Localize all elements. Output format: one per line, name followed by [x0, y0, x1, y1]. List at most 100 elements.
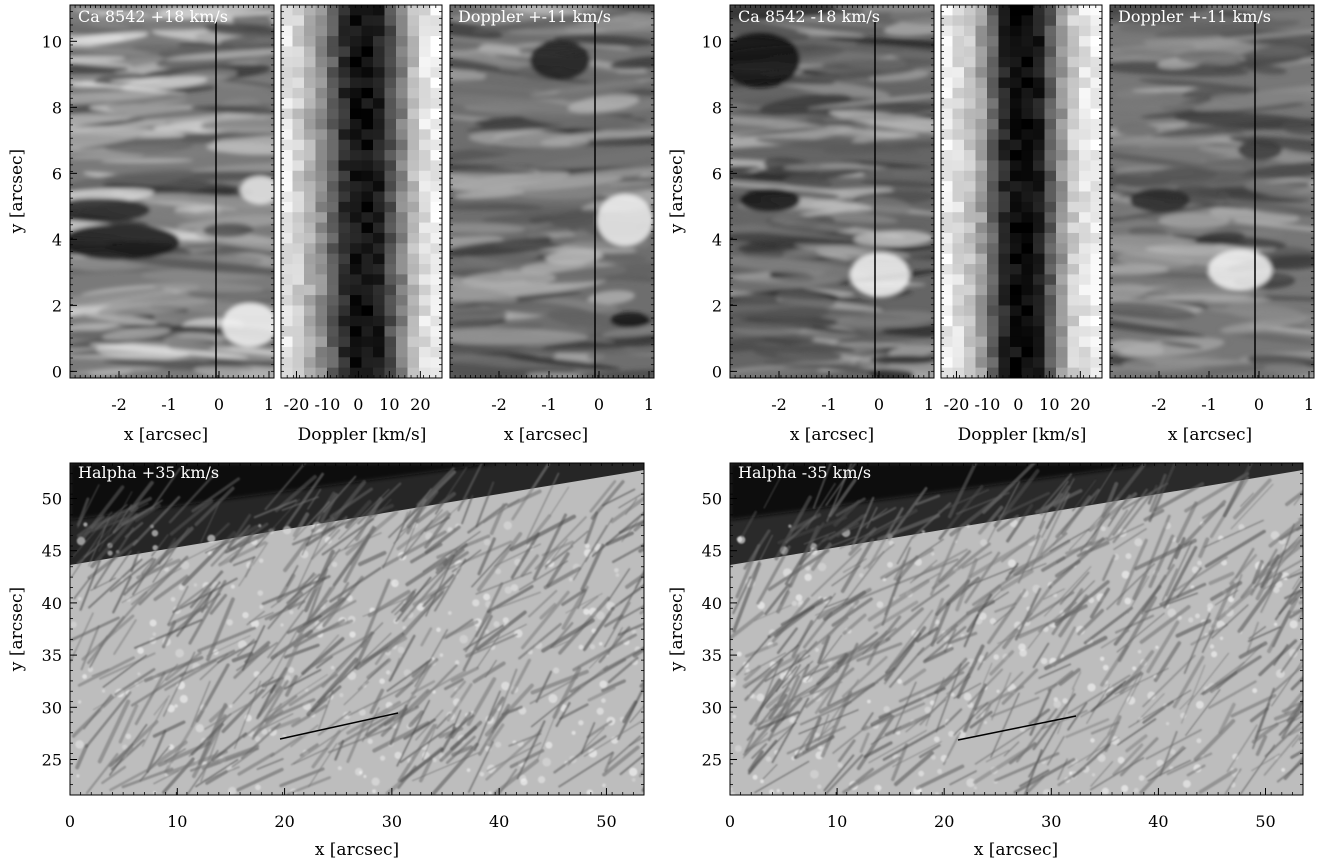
texture-streak	[188, 355, 274, 367]
spectral-cell	[975, 98, 988, 110]
fibril	[195, 663, 230, 723]
fibril	[985, 749, 1010, 763]
spectral-cell	[964, 295, 977, 307]
granule	[75, 740, 84, 749]
texture-streak	[1223, 200, 1314, 217]
fibril	[263, 629, 299, 692]
granule	[170, 596, 176, 602]
texture-streak	[1210, 9, 1256, 18]
spectral-cell	[941, 56, 954, 68]
granule	[385, 670, 391, 675]
fibril	[70, 616, 120, 642]
texture-streak	[88, 368, 133, 377]
spectral-cell	[373, 25, 386, 37]
texture-blob	[530, 40, 590, 80]
spectral-cell	[315, 284, 328, 296]
fibril	[1057, 767, 1087, 787]
fibril	[950, 584, 1002, 631]
spectral-cell	[941, 46, 954, 58]
granule	[1091, 773, 1096, 777]
spectral-cell	[304, 108, 317, 120]
granule	[730, 787, 733, 791]
spectral-cell	[281, 284, 294, 296]
texture-streak	[870, 355, 934, 365]
fibril	[990, 696, 1040, 718]
fibril	[443, 543, 468, 566]
spectral-cell	[1010, 367, 1023, 378]
fibril	[401, 590, 444, 636]
texture-streak	[1240, 160, 1314, 179]
spectral-cell	[327, 305, 340, 317]
fibril	[1208, 680, 1257, 709]
spectral-cell	[1079, 36, 1092, 48]
spectral-cell	[1067, 56, 1080, 68]
fibril	[1179, 695, 1194, 710]
granule	[472, 599, 480, 607]
texture-streak	[1240, 36, 1314, 60]
spectral-cell	[1033, 222, 1046, 234]
spectral-cell	[419, 108, 432, 120]
spectral-cell	[1044, 77, 1057, 89]
spectral-cell	[430, 77, 442, 89]
fibril	[969, 710, 993, 729]
fibril	[1163, 545, 1198, 609]
spectral-cell	[952, 201, 965, 213]
spectral-cell	[964, 160, 977, 172]
spectral-cell	[327, 67, 340, 79]
texture-streak	[757, 308, 830, 320]
texture-streak	[101, 327, 171, 341]
spectral-cell	[304, 87, 317, 99]
texture-streak	[733, 10, 866, 20]
fibril	[1136, 693, 1165, 722]
fibril	[1288, 725, 1303, 736]
fibril	[367, 589, 411, 618]
spectral-cell	[338, 253, 351, 265]
spectral-cell	[292, 336, 305, 348]
texture-streak	[1203, 298, 1271, 304]
spectral-cell	[338, 36, 351, 48]
texture-streak	[70, 169, 196, 193]
spectral-cell	[315, 357, 328, 369]
fibril	[475, 610, 527, 651]
spectral-cell	[292, 160, 305, 172]
spectral-cell	[419, 150, 432, 162]
spectral-cell	[998, 170, 1011, 182]
fibril	[601, 488, 636, 507]
y-tick-label: 35	[702, 646, 722, 665]
fibril	[539, 603, 557, 620]
fibril	[465, 633, 518, 658]
spectral-cell	[338, 295, 351, 307]
spectral-cell	[384, 284, 397, 296]
spectral-cell	[327, 315, 340, 327]
spectral-cell	[338, 77, 351, 89]
fibril	[742, 732, 768, 759]
texture-streak	[589, 5, 654, 16]
spectral-cell	[1056, 295, 1069, 307]
spectral-cell	[964, 46, 977, 58]
fibril	[798, 709, 859, 735]
spectral-cell	[396, 108, 409, 120]
spectral-cell	[281, 118, 294, 130]
spectral-cell	[1010, 56, 1023, 68]
spectral-cell	[304, 295, 317, 307]
spectral-cell	[1079, 295, 1092, 307]
spectral-cell	[315, 25, 328, 37]
fibril	[1285, 489, 1303, 507]
fibril	[617, 622, 644, 636]
y-axis-label: y [arcsec]	[7, 587, 27, 672]
spectral-cell	[952, 36, 965, 48]
spectral-cell	[1090, 139, 1102, 151]
spectral-cell	[407, 15, 420, 27]
spectral-cell	[1044, 67, 1057, 79]
spectral-cell	[384, 315, 397, 327]
spectral-cell	[315, 315, 328, 327]
fibril	[902, 668, 927, 686]
spectral-cell	[987, 367, 1000, 378]
spectral-cell	[998, 305, 1011, 317]
spectral-cell	[430, 108, 442, 120]
spectral-cell	[998, 56, 1011, 68]
granule	[175, 648, 184, 658]
spectral-cell	[998, 181, 1011, 193]
spectral-cell	[361, 87, 374, 99]
fibril	[781, 663, 810, 721]
